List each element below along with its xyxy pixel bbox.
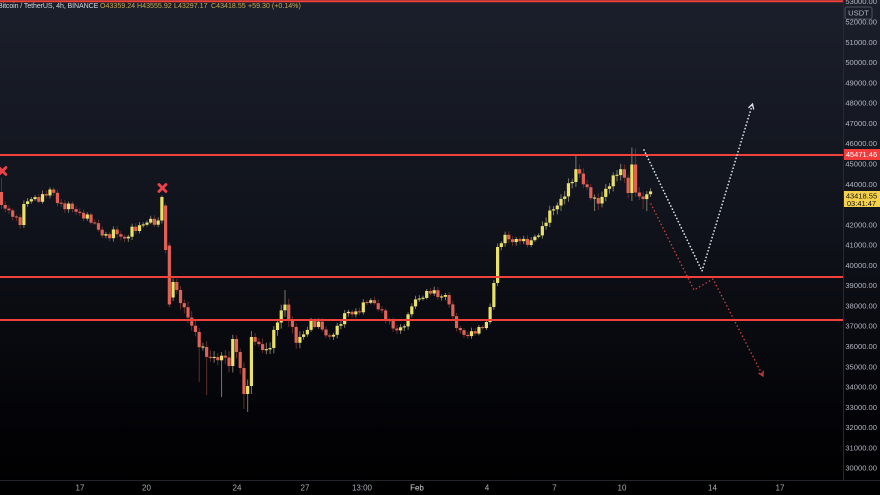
svg-text:Bitcoin / TetherUS, 4h, BINANC: Bitcoin / TetherUS, 4h, BINANCE [0,3,99,10]
svg-text:03:41:47: 03:41:47 [847,199,876,208]
svg-text:49000.00: 49000.00 [845,78,877,87]
svg-text:37000.00: 37000.00 [845,322,877,331]
svg-text:52000.00: 52000.00 [845,18,877,27]
svg-text:35000.00: 35000.00 [845,362,877,371]
svg-text:17: 17 [776,484,785,493]
svg-text:51000.00: 51000.00 [845,38,877,47]
svg-text:14: 14 [708,484,717,493]
svg-text:4: 4 [485,484,490,493]
svg-text:H43555.92: H43555.92 [137,2,172,10]
svg-text:USDT: USDT [848,9,869,18]
svg-text:24: 24 [233,484,242,493]
svg-text:46000.00: 46000.00 [845,139,877,148]
svg-text:36000.00: 36000.00 [845,342,877,351]
svg-text:42000.00: 42000.00 [845,220,877,229]
svg-text:33000.00: 33000.00 [845,403,877,412]
svg-text:34000.00: 34000.00 [845,383,877,392]
svg-text:40000.00: 40000.00 [845,261,877,270]
svg-text:+59.30 (+0.14%): +59.30 (+0.14%) [248,2,301,10]
svg-text:48000.00: 48000.00 [845,99,877,108]
svg-text:45471.46: 45471.46 [846,150,877,159]
svg-text:L43297.17: L43297.17 [174,2,208,10]
svg-text:30000.00: 30000.00 [845,464,877,473]
svg-text:20: 20 [142,484,151,493]
svg-text:32000.00: 32000.00 [845,423,877,432]
svg-text:31000.00: 31000.00 [845,443,877,452]
svg-text:10: 10 [618,484,627,493]
svg-text:47000.00: 47000.00 [845,119,877,128]
svg-text:13:00: 13:00 [352,484,373,493]
svg-text:C43418.55: C43418.55 [211,2,246,10]
svg-text:17: 17 [76,484,85,493]
svg-text:44000.00: 44000.00 [845,180,877,189]
svg-text:O43359.24: O43359.24 [100,2,135,10]
svg-text:7: 7 [552,484,557,493]
svg-text:43418.55: 43418.55 [846,192,877,201]
svg-text:50000.00: 50000.00 [845,58,877,67]
svg-text:38000.00: 38000.00 [845,302,877,311]
svg-text:39000.00: 39000.00 [845,281,877,290]
svg-text:Feb: Feb [410,484,424,493]
svg-text:41000.00: 41000.00 [845,241,877,250]
svg-text:27: 27 [301,484,310,493]
svg-text:53000.00: 53000.00 [845,0,877,6]
svg-text:45000.00: 45000.00 [845,160,877,169]
